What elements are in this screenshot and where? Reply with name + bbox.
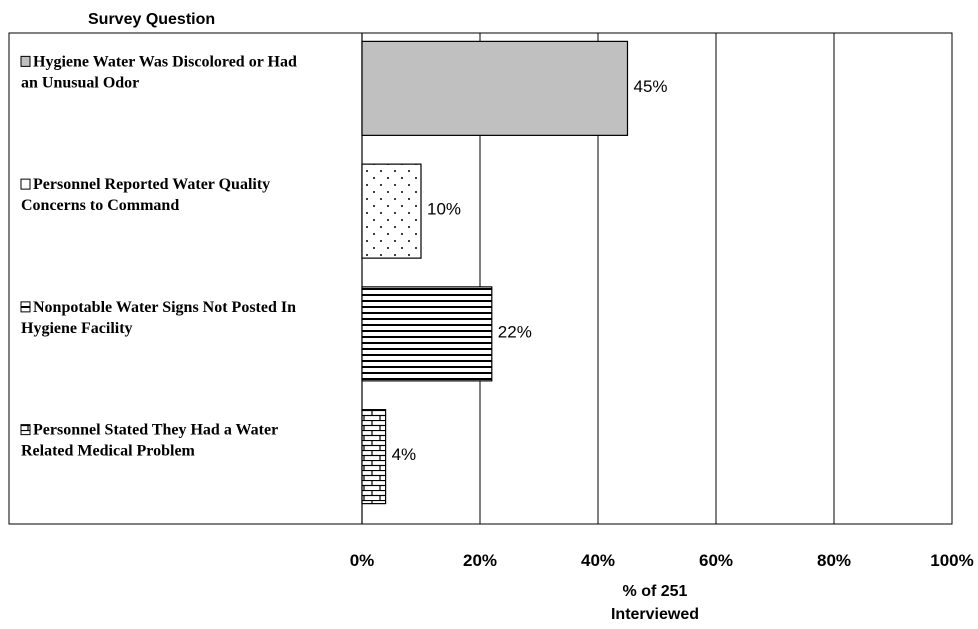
category-label: Personnel Stated They Had a Water xyxy=(33,422,278,439)
x-tick-label: 0% xyxy=(350,551,375,570)
x-tick-label: 60% xyxy=(699,551,733,570)
category-label: Personnel Reported Water Quality xyxy=(33,176,270,193)
category-swatch xyxy=(20,178,31,190)
x-axis-label-line2: Interviewed xyxy=(611,606,699,623)
bar xyxy=(361,163,422,259)
category-label: Hygiene Water Was Discolored or Had xyxy=(33,53,297,70)
data-label: 22% xyxy=(498,322,532,341)
category-label: Related Medical Problem xyxy=(21,443,196,460)
category-swatch xyxy=(20,301,31,313)
category-label: Nonpotable Water Signs Not Posted In xyxy=(33,299,296,316)
data-label: 45% xyxy=(634,77,668,96)
x-tick-label: 100% xyxy=(930,551,973,570)
x-tick-label: 80% xyxy=(817,551,851,570)
y-axis-header: Survey Question xyxy=(88,11,215,28)
x-tick-label: 20% xyxy=(463,551,497,570)
x-tick-labels: 0% 20% 40% 60% 80% 100% xyxy=(350,551,974,570)
category-label: Concerns to Command xyxy=(21,197,179,214)
category-label: Hygiene Facility xyxy=(21,320,133,337)
bar xyxy=(361,286,493,382)
category-label: an Unusual Odor xyxy=(21,74,139,91)
category-swatch xyxy=(20,424,31,436)
category-labels: Hygiene Water Was Discolored or Had an Un… xyxy=(20,53,297,460)
bar xyxy=(361,40,629,136)
data-label: 4% xyxy=(392,445,417,464)
bars-group: 45% 10% 22% 4% xyxy=(361,40,668,505)
data-label: 10% xyxy=(427,200,461,219)
x-axis-label-line1: % of 251 xyxy=(623,583,688,600)
bar xyxy=(361,409,387,505)
category-swatch xyxy=(20,55,31,67)
x-tick-label: 40% xyxy=(581,551,615,570)
